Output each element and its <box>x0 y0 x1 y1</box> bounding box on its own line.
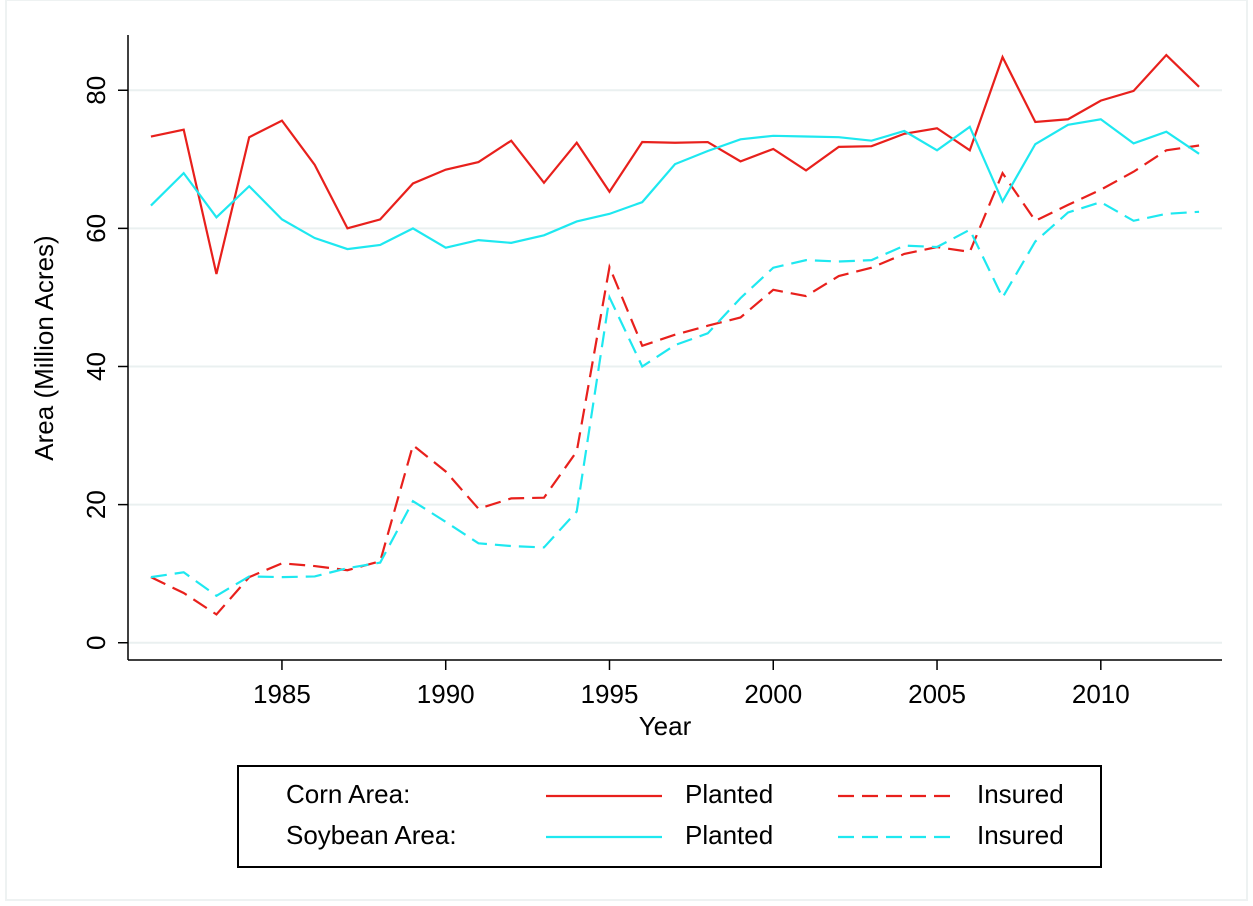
legend-group-label: Soybean Area: <box>286 820 457 850</box>
x-tick-label: 1990 <box>417 679 475 709</box>
x-tick-label: 1985 <box>253 679 311 709</box>
legend-label: Planted <box>685 820 773 850</box>
legend-box <box>237 765 1102 868</box>
x-tick-label: 2005 <box>908 679 966 709</box>
series-line <box>150 53 1200 275</box>
y-tick-label: 0 <box>81 636 111 650</box>
legend-group-label: Corn Area: <box>286 779 410 809</box>
x-axis-label: Year <box>639 711 692 741</box>
x-tick-label: 2000 <box>744 679 802 709</box>
y-tick-label: 80 <box>81 76 111 105</box>
x-tick-label: 1995 <box>581 679 639 709</box>
y-tick-label: 40 <box>81 352 111 381</box>
background <box>5 0 1248 901</box>
y-axis-label: Area (Million Acres) <box>29 235 59 460</box>
y-tick-label: 20 <box>81 490 111 519</box>
legend-label: Insured <box>977 820 1064 850</box>
legend-label: Planted <box>685 779 773 809</box>
legend-label: Insured <box>977 779 1064 809</box>
series-line <box>150 144 1200 616</box>
series-line <box>150 118 1200 251</box>
y-tick-label: 60 <box>81 214 111 243</box>
x-tick-label: 2010 <box>1072 679 1130 709</box>
